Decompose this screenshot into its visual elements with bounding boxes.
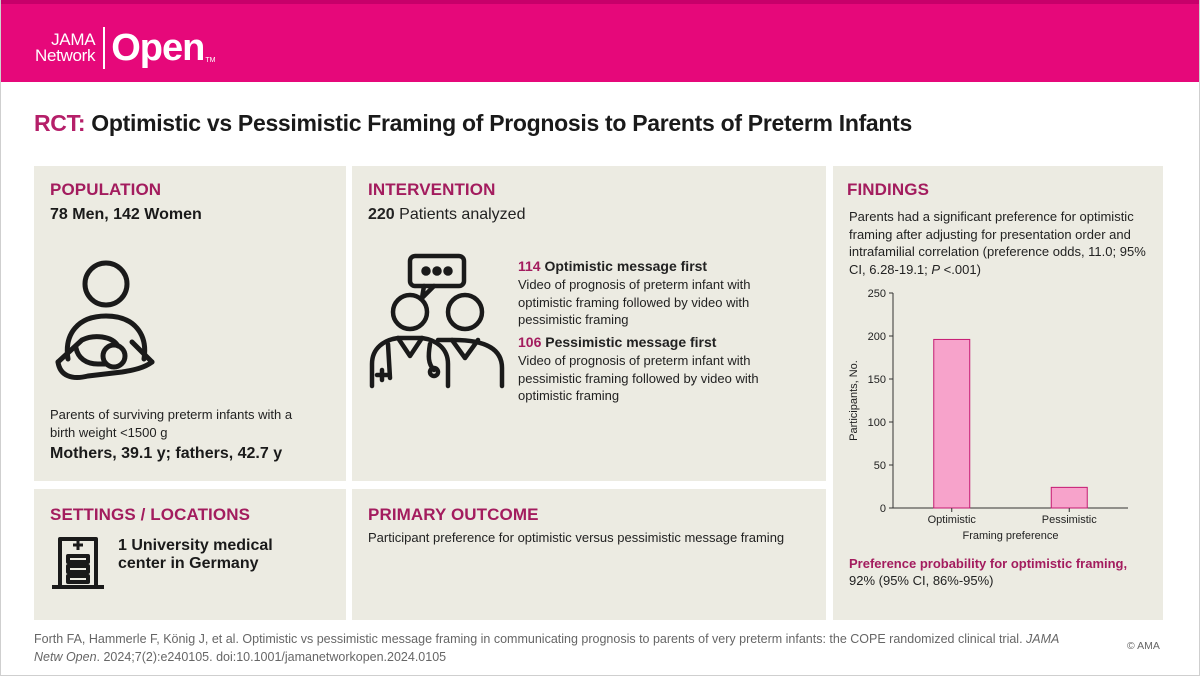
header-top-line: [1, 0, 1199, 4]
y-axis-label: Participants, No.: [848, 360, 860, 441]
bar-pessimistic: [1050, 486, 1088, 509]
findings-summary-end: <.001): [940, 261, 981, 277]
settings-line1: 1 University medical: [118, 537, 273, 554]
patients-analyzed-label: Patients analyzed: [399, 206, 526, 223]
citation-rest: . 2024;7(2):e240105. doi:10.1001/jamanet…: [96, 649, 447, 664]
arm-pessimistic-count: 106: [518, 334, 542, 350]
logo-network: Network: [35, 46, 96, 65]
parent-holding-infant-icon: [48, 254, 160, 382]
logo-jama: JAMA: [51, 30, 96, 49]
citation-journal: JAMA Netw Open: [34, 632, 1059, 664]
page-title: RCT: Optimistic vs Pessimistic Framing o…: [34, 110, 912, 137]
logo-open: Open: [111, 27, 205, 69]
arm-optimistic-description: Video of prognosis of preterm infant wit…: [518, 277, 751, 327]
x-axis-label: Framing preference: [963, 530, 1059, 542]
settings-line2: center in Germany: [118, 555, 259, 572]
citation: Forth FA, Hammerle F, König J, et al. Op…: [34, 631, 1074, 666]
patients-analyzed-count: 220: [368, 206, 395, 223]
arm-pessimistic-label: Pessimistic message first: [545, 334, 717, 350]
findings-panel: FINDINGS Parents had a significant prefe…: [833, 166, 1163, 620]
y-tick-label: 250: [868, 288, 886, 300]
primary-outcome-heading: PRIMARY OUTCOME: [368, 505, 539, 524]
probability-value: 92% (95% CI, 86%-95%): [849, 573, 994, 588]
arm-pessimistic-description: Video of prognosis of preterm infant wit…: [518, 353, 759, 403]
patients-analyzed: 220 Patients analyzed: [368, 206, 525, 224]
population-ages: Mothers, 39.1 y; fathers, 42.7 y: [50, 445, 283, 462]
intervention-heading: INTERVENTION: [368, 180, 496, 199]
bar-optimistic: [933, 338, 971, 509]
y-tick-label: 100: [868, 417, 886, 429]
y-tick-label: 0: [880, 503, 886, 515]
population-panel: POPULATION 78 Men, 142 Women Parents of …: [34, 166, 346, 481]
study-type: RCT:: [34, 110, 86, 136]
copyright: © AMA: [1127, 640, 1160, 652]
logo-trademark: TM: [205, 57, 216, 64]
population-description: Parents of surviving preterm infants wit…: [50, 407, 293, 440]
primary-outcome-text: Participant preference for optimistic ve…: [368, 530, 785, 545]
x-tick-label: Optimistic: [928, 514, 977, 526]
intervention-panel: INTERVENTION 220 Patients analyzed 114 O…: [352, 166, 826, 481]
findings-heading: FINDINGS: [847, 180, 930, 199]
findings-summary: Parents had a significant preference for…: [849, 208, 1149, 278]
header-bar: JAMA Network Open TM: [1, 4, 1199, 82]
title-text: Optimistic vs Pessimistic Framing of Pro…: [91, 110, 913, 136]
population-heading: POPULATION: [50, 180, 162, 199]
logo-small-text: JAMA Network: [35, 30, 103, 65]
preference-bar-chart: 0 50 100 150 200 250 Participants, No. Optimist…: [843, 283, 1143, 548]
clinicians-discussion-icon: [368, 252, 508, 390]
arm-optimistic-title: 114 Optimistic message first: [518, 258, 707, 274]
x-tick-label: Pessimistic: [1042, 514, 1098, 526]
jama-network-open-logo: JAMA Network Open TM: [35, 24, 215, 72]
arm-pessimistic-title: 106 Pessimistic message first: [518, 334, 716, 350]
logo-separator: [103, 27, 106, 69]
chart-svg: 0 50 100 150 200 250 Participants, No. Optimist…: [848, 288, 1128, 542]
arm-optimistic-label: Optimistic message first: [544, 258, 708, 274]
findings-p-symbol: P: [931, 261, 941, 277]
settings-panel: SETTINGS / LOCATIONS 1 University medica…: [34, 489, 346, 620]
primary-outcome-panel: PRIMARY OUTCOME Participant preference f…: [352, 489, 826, 620]
citation-text: Forth FA, Hammerle F, König J, et al. Op…: [34, 632, 1027, 646]
y-tick-label: 150: [868, 374, 886, 386]
findings-summary-main: Parents had a significant preference for…: [849, 209, 1146, 277]
probability-label: Preference probability for optimistic fr…: [849, 556, 1128, 571]
hospital-building-icon: [50, 535, 106, 591]
arm-optimistic-count: 114: [518, 258, 541, 274]
y-tick-label: 50: [874, 460, 886, 472]
y-tick-label: 200: [868, 331, 886, 343]
settings-heading: SETTINGS / LOCATIONS: [50, 505, 251, 524]
population-counts: 78 Men, 142 Women: [50, 206, 202, 223]
